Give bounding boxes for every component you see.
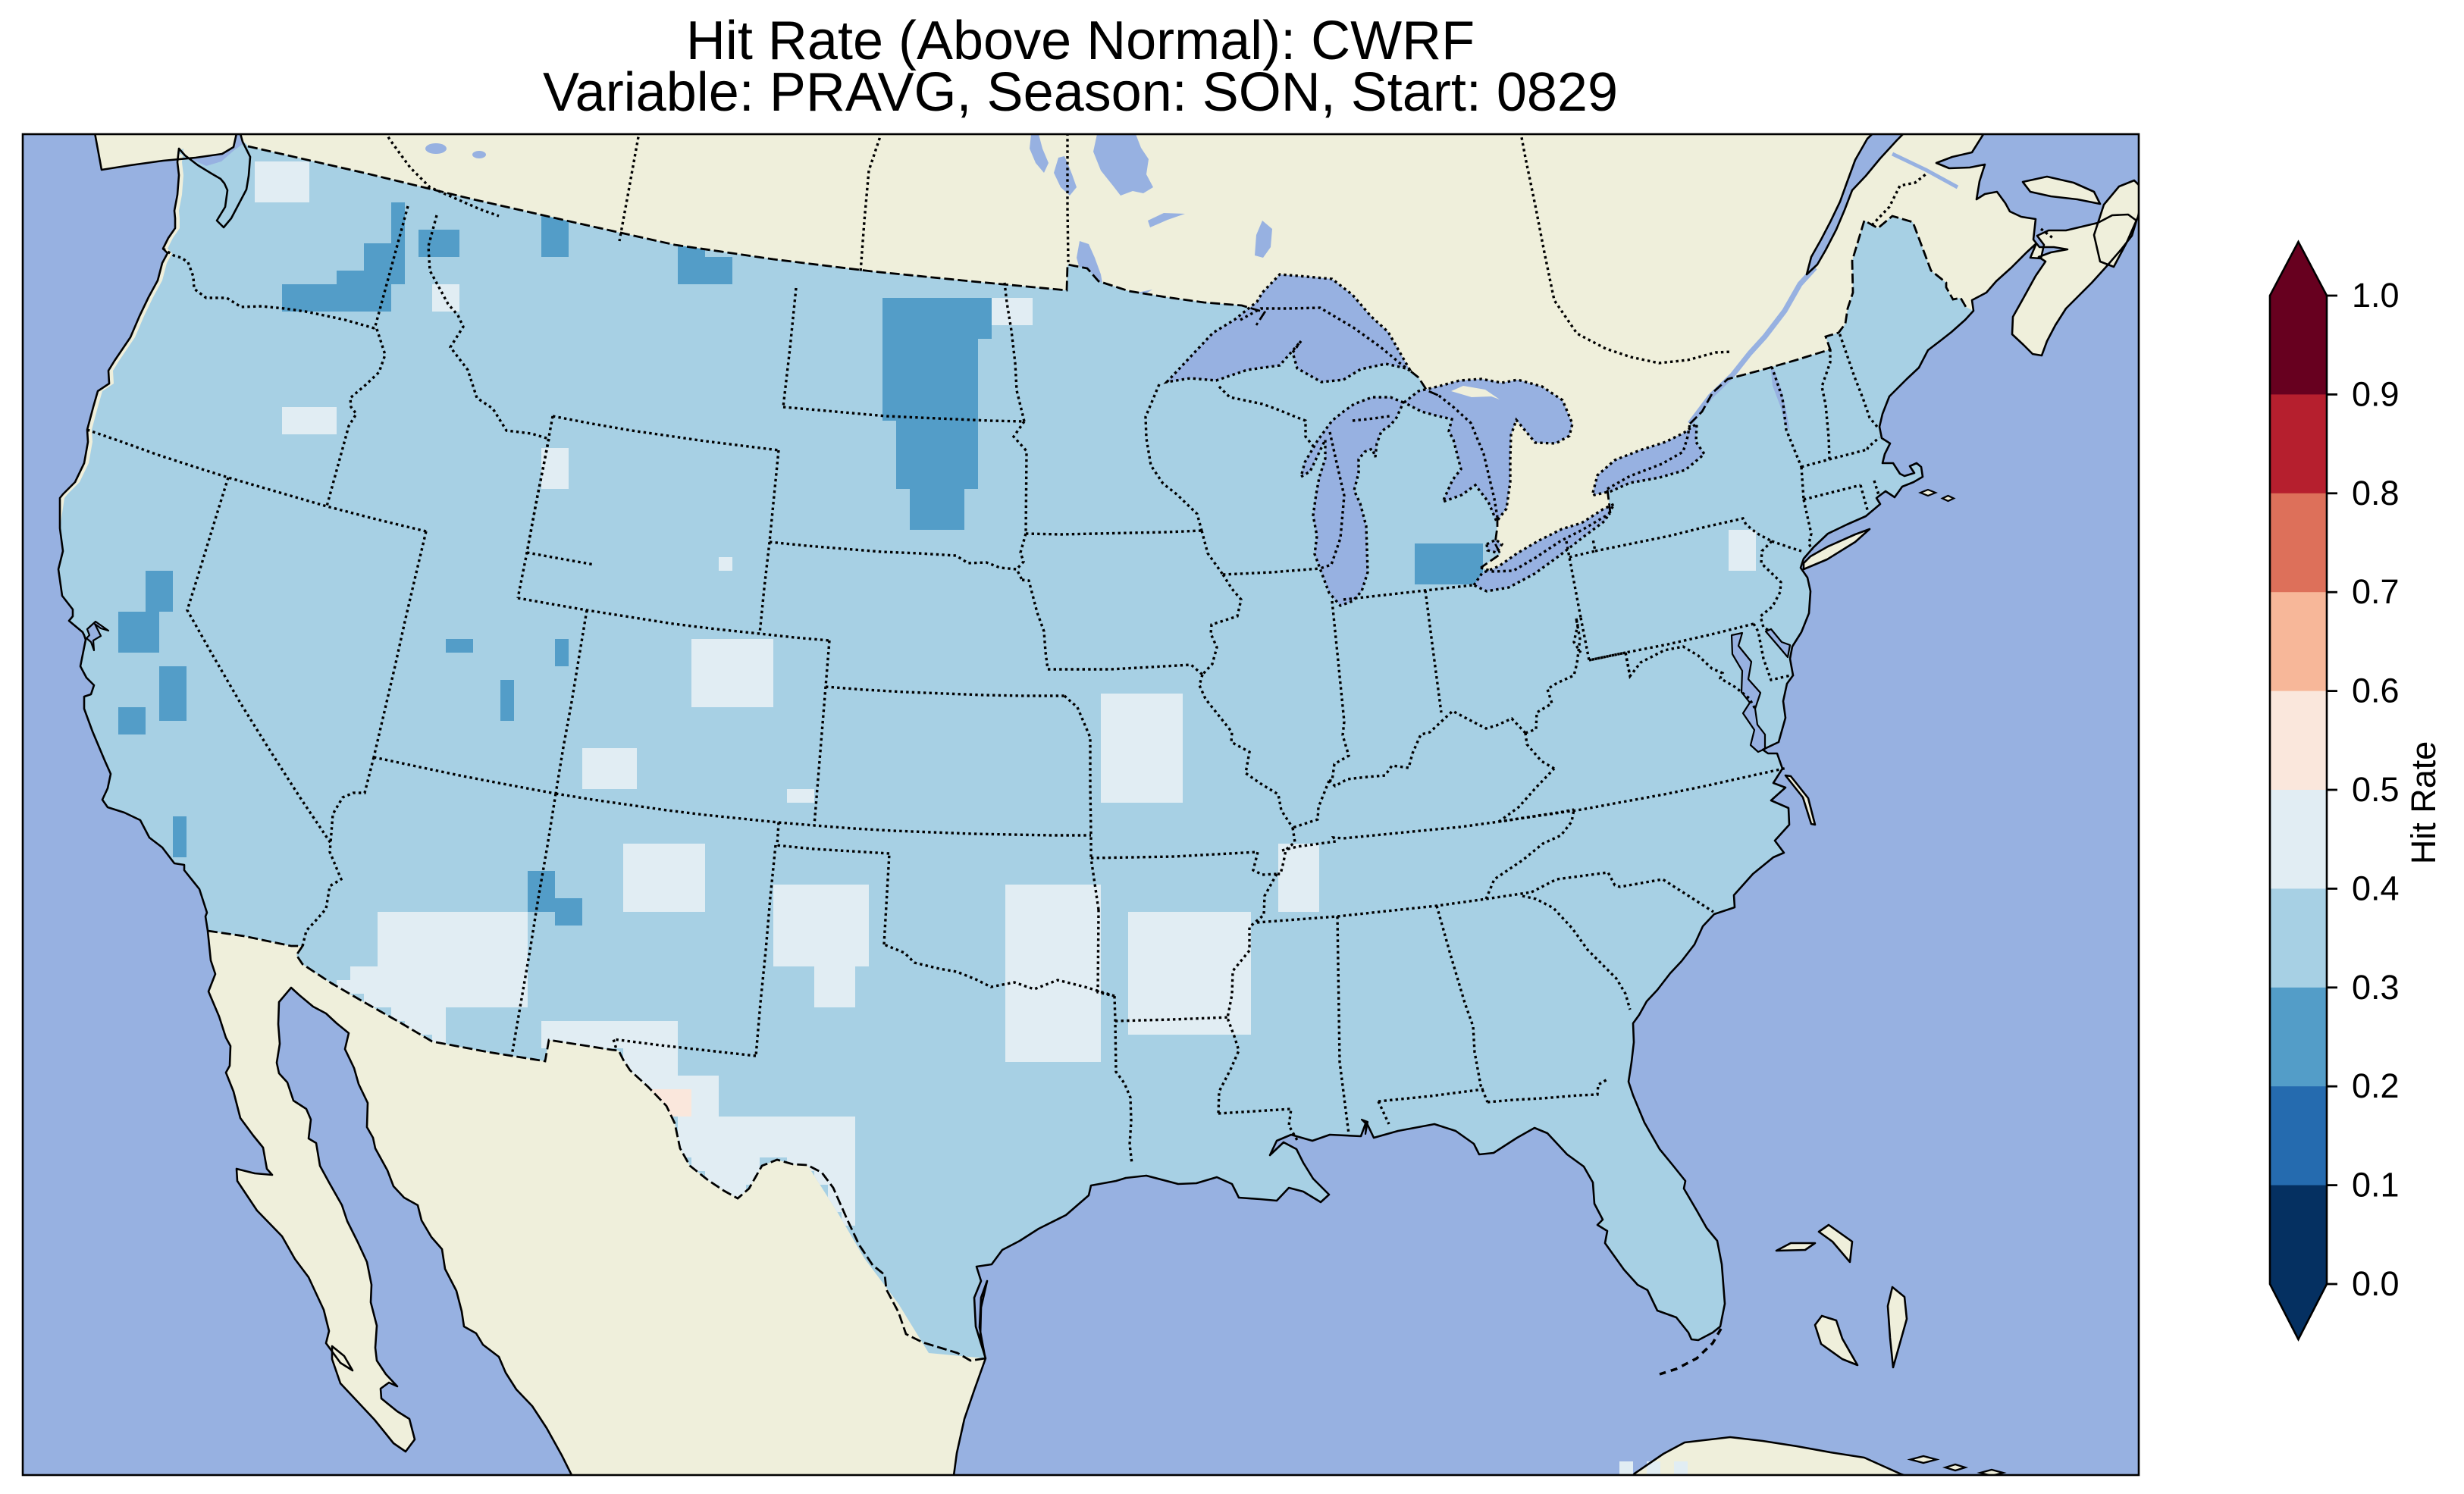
svg-text:Variable: PRAVG, Season: SON,: Variable: PRAVG, Season: SON, Start: 082… [543,62,1618,123]
svg-text:0.4: 0.4 [2352,869,2400,907]
svg-text:0.5: 0.5 [2352,770,2400,809]
svg-text:0.6: 0.6 [2352,672,2400,710]
svg-text:Hit Rate (Above Normal): CWRF: Hit Rate (Above Normal): CWRF [686,11,1475,71]
svg-text:0.7: 0.7 [2352,572,2400,611]
svg-text:0.3: 0.3 [2352,968,2400,1007]
svg-text:0.8: 0.8 [2352,474,2400,512]
svg-text:0.2: 0.2 [2352,1066,2400,1105]
svg-text:0.1: 0.1 [2352,1166,2400,1204]
svg-text:0.0: 0.0 [2352,1264,2400,1303]
svg-text:Hit Rate: Hit Rate [2404,741,2443,865]
svg-text:1.0: 1.0 [2352,276,2400,315]
svg-text:0.9: 0.9 [2352,374,2400,413]
